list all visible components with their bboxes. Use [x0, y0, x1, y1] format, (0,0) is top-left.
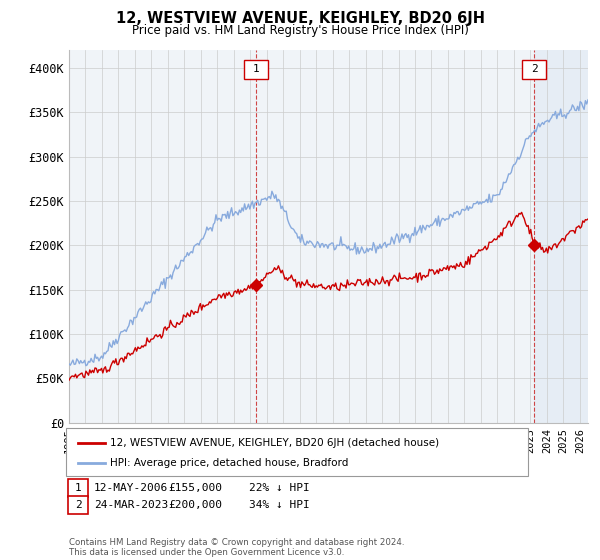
FancyBboxPatch shape — [244, 60, 268, 79]
Text: 1: 1 — [74, 483, 82, 493]
Text: Contains HM Land Registry data © Crown copyright and database right 2024.
This d: Contains HM Land Registry data © Crown c… — [69, 538, 404, 557]
Text: HPI: Average price, detached house, Bradford: HPI: Average price, detached house, Brad… — [110, 458, 348, 468]
Text: £200,000: £200,000 — [168, 500, 222, 510]
Text: 22% ↓ HPI: 22% ↓ HPI — [249, 483, 310, 493]
Text: 1: 1 — [253, 64, 260, 74]
Bar — [534, 50, 588, 423]
Text: £155,000: £155,000 — [168, 483, 222, 493]
Text: 12, WESTVIEW AVENUE, KEIGHLEY, BD20 6JH: 12, WESTVIEW AVENUE, KEIGHLEY, BD20 6JH — [115, 11, 485, 26]
FancyBboxPatch shape — [523, 60, 546, 79]
Text: Price paid vs. HM Land Registry's House Price Index (HPI): Price paid vs. HM Land Registry's House … — [131, 24, 469, 36]
Text: 12-MAY-2006: 12-MAY-2006 — [94, 483, 169, 493]
Text: 2: 2 — [531, 64, 538, 74]
Text: 12, WESTVIEW AVENUE, KEIGHLEY, BD20 6JH (detached house): 12, WESTVIEW AVENUE, KEIGHLEY, BD20 6JH … — [110, 438, 439, 448]
Text: 24-MAR-2023: 24-MAR-2023 — [94, 500, 169, 510]
Text: 2: 2 — [74, 500, 82, 510]
Text: 34% ↓ HPI: 34% ↓ HPI — [249, 500, 310, 510]
